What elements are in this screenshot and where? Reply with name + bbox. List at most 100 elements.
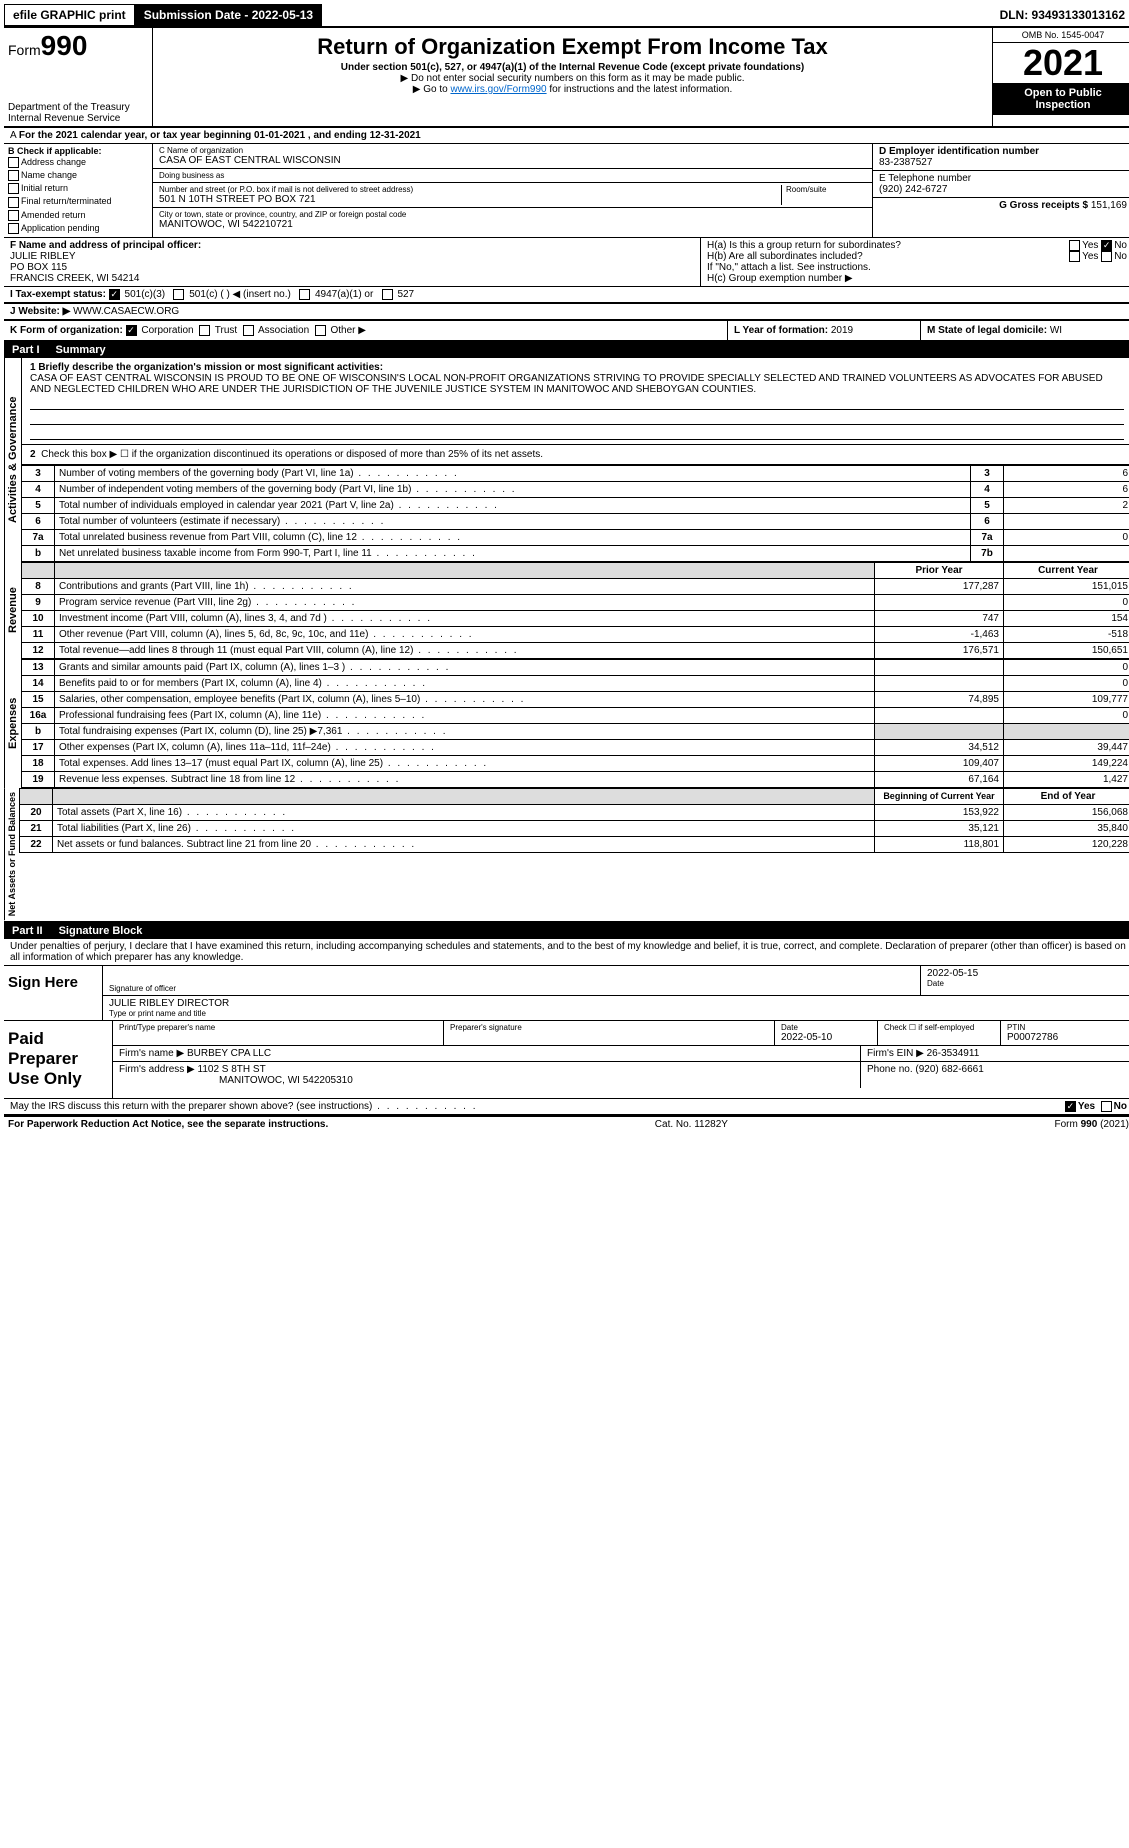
sig-officer-label: Signature of officer — [109, 984, 914, 993]
open-public-badge: Open to Public Inspection — [993, 83, 1129, 115]
table-row: 11Other revenue (Part VIII, column (A), … — [22, 627, 1129, 643]
mission-text: CASA OF EAST CENTRAL WISCONSIN IS PROUD … — [30, 373, 1103, 395]
ptin-value: P00072786 — [1007, 1032, 1127, 1043]
vert-governance: Activities & Governance — [4, 358, 21, 562]
firm-ein-label: Firm's EIN ▶ — [867, 1048, 924, 1059]
phone-value: (920) 242-6727 — [879, 184, 947, 195]
hc-label: H(c) Group exemption number ▶ — [707, 273, 1127, 284]
paid-preparer-row: Paid Preparer Use Only Print/Type prepar… — [4, 1021, 1129, 1099]
may-irs-no[interactable] — [1101, 1101, 1112, 1112]
section-f-h: F Name and address of principal officer:… — [4, 238, 1129, 287]
penalty-text: Under penalties of perjury, I declare th… — [4, 939, 1129, 965]
firm-phone: (920) 682-6661 — [915, 1064, 983, 1075]
efile-label: efile GRAPHIC print — [4, 4, 135, 26]
officer-label: F Name and address of principal officer: — [10, 240, 201, 251]
ein-value: 83-2387527 — [879, 157, 932, 168]
footer-right: Form 990 (2021) — [1055, 1119, 1129, 1130]
expenses-table: 13Grants and similar amounts paid (Part … — [21, 659, 1129, 788]
vert-expenses: Expenses — [4, 659, 21, 788]
addr-label: Number and street (or P.O. box if mail i… — [159, 185, 781, 194]
form-header: Form990 Department of the Treasury Inter… — [4, 28, 1129, 128]
q1-label: 1 Briefly describe the organization's mi… — [30, 362, 383, 373]
form-title: Return of Organization Exempt From Incom… — [157, 34, 988, 60]
ptin-label: PTIN — [1007, 1023, 1127, 1032]
firm-addr1: 1102 S 8TH ST — [198, 1064, 266, 1075]
section-i-j: I Tax-exempt status: 501(c)(3) 501(c) ( … — [4, 287, 1129, 304]
city-label: City or town, state or province, country… — [159, 210, 866, 219]
sign-here-label: Sign Here — [4, 966, 102, 1020]
prep-name-label: Print/Type preparer's name — [119, 1023, 437, 1032]
footer: For Paperwork Reduction Act Notice, see … — [4, 1116, 1129, 1132]
ha-label: H(a) Is this a group return for subordin… — [707, 240, 901, 251]
governance-table: 3Number of voting members of the governi… — [21, 465, 1129, 562]
table-row: 16aProfessional fundraising fees (Part I… — [22, 708, 1129, 724]
vert-revenue: Revenue — [4, 562, 21, 659]
submission-date-button[interactable]: Submission Date - 2022-05-13 — [135, 4, 322, 26]
gross-value: 151,169 — [1091, 200, 1127, 211]
firm-name: BURBEY CPA LLC — [187, 1048, 271, 1059]
table-row: 14Benefits paid to or for members (Part … — [22, 676, 1129, 692]
table-row: 6Total number of volunteers (estimate if… — [22, 514, 1129, 530]
cb-final-return[interactable]: Final return/terminated — [8, 195, 148, 208]
table-row: 21Total liabilities (Part X, line 26)35,… — [20, 821, 1129, 837]
table-row: 20Total assets (Part X, line 16)153,9221… — [20, 805, 1129, 821]
officer-name-title: JULIE RIBLEY DIRECTOR — [109, 998, 1127, 1009]
table-row: 9Program service revenue (Part VIII, lin… — [22, 595, 1129, 611]
q2-label: Check this box ▶ ☐ if the organization d… — [41, 449, 543, 460]
website-label: J Website: ▶ — [10, 306, 70, 317]
firm-name-label: Firm's name ▶ — [119, 1048, 184, 1059]
room-label: Room/suite — [786, 185, 866, 194]
phone-label: E Telephone number — [879, 173, 971, 184]
balances-table: Beginning of Current Year End of Year 20… — [19, 788, 1129, 853]
paid-preparer-label: Paid Preparer Use Only — [4, 1021, 112, 1098]
table-row: 13Grants and similar amounts paid (Part … — [22, 660, 1129, 676]
firm-phone-label: Phone no. — [867, 1064, 913, 1075]
section-b-label: B Check if applicable: — [8, 146, 102, 156]
table-row: 12Total revenue—add lines 8 through 11 (… — [22, 643, 1129, 659]
table-row: 17Other expenses (Part IX, column (A), l… — [22, 740, 1129, 756]
self-employed-cb[interactable]: Check ☐ if self-employed — [878, 1021, 1001, 1045]
form-subtitle: Under section 501(c), 527, or 4947(a)(1)… — [157, 62, 988, 73]
firm-ein: 26-3534911 — [927, 1048, 980, 1059]
form-org-label: K Form of organization: — [10, 325, 123, 336]
cb-address-change[interactable]: Address change — [8, 156, 148, 169]
dba-label: Doing business as — [159, 171, 866, 180]
tax-year: 2021 — [993, 43, 1129, 83]
may-irs-yes[interactable] — [1065, 1101, 1076, 1112]
c-label: C Name of organization — [159, 146, 866, 155]
irs-link[interactable]: www.irs.gov/Form990 — [450, 84, 546, 95]
dln-label: DLN: 93493133013162 — [992, 5, 1129, 25]
hb-label: H(b) Are all subordinates included? — [707, 251, 863, 262]
part1-expenses: Expenses 13Grants and similar amounts pa… — [4, 659, 1129, 788]
table-row: bNet unrelated business taxable income f… — [22, 546, 1129, 562]
cb-501c3[interactable] — [109, 289, 120, 300]
table-row: 8Contributions and grants (Part VIII, li… — [22, 579, 1129, 595]
section-b-block: B Check if applicable: Address change Na… — [4, 144, 1129, 238]
table-row: 10Investment income (Part VIII, column (… — [22, 611, 1129, 627]
table-row: 7aTotal unrelated business revenue from … — [22, 530, 1129, 546]
org-name: CASA OF EAST CENTRAL WISCONSIN — [159, 155, 866, 166]
sign-here-row: Sign Here Signature of officer 2022-05-1… — [4, 965, 1129, 1021]
vert-netassets: Net Assets or Fund Balances — [4, 788, 19, 920]
state-domicile-val: WI — [1050, 325, 1062, 336]
cb-name-change[interactable]: Name change — [8, 169, 148, 182]
part1-netassets: Net Assets or Fund Balances Beginning of… — [4, 788, 1129, 922]
omb-number: OMB No. 1545-0047 — [993, 28, 1129, 43]
cb-application-pending[interactable]: Application pending — [8, 222, 148, 235]
gross-label: G Gross receipts $ — [999, 200, 1088, 211]
part1-bar: Part I Summary — [4, 342, 1129, 358]
part2-bar: Part II Signature Block — [4, 923, 1129, 939]
cb-initial-return[interactable]: Initial return — [8, 182, 148, 195]
cb-amended[interactable]: Amended return — [8, 209, 148, 222]
table-row: 5Total number of individuals employed in… — [22, 498, 1129, 514]
table-row: 22Net assets or fund balances. Subtract … — [20, 837, 1129, 853]
firm-addr2: MANITOWOC, WI 542205310 — [219, 1075, 353, 1086]
part1-revenue: Revenue Prior Year Current Year 8Contrib… — [4, 562, 1129, 659]
firm-addr-label: Firm's address ▶ — [119, 1064, 195, 1075]
officer-city: FRANCIS CREEK, WI 54214 — [10, 273, 139, 284]
state-domicile-label: M State of legal domicile: — [927, 325, 1047, 336]
year-formation-val: 2019 — [831, 325, 853, 336]
part1-governance: Activities & Governance 1 Briefly descri… — [4, 358, 1129, 562]
section-a: A For the 2021 calendar year, or tax yea… — [4, 128, 1129, 144]
addr-value: 501 N 10TH STREET PO BOX 721 — [159, 194, 781, 205]
